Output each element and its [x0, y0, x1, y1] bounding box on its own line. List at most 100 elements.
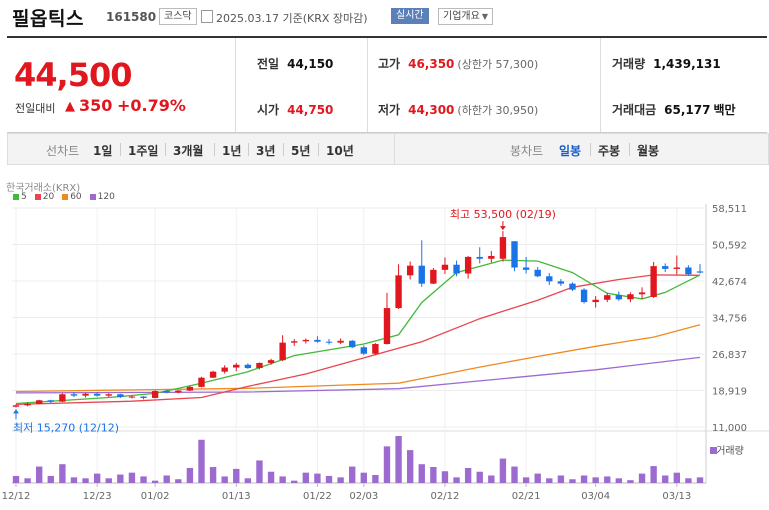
volume-bar: [256, 460, 263, 483]
volume-bar: [209, 467, 217, 483]
tab-1d[interactable]: 1일: [93, 144, 113, 158]
volume-bar: [35, 466, 43, 483]
divider: [590, 143, 591, 156]
tab-10y[interactable]: 10년: [326, 144, 354, 158]
volume-bar: [476, 471, 483, 483]
tab-3y[interactable]: 3년: [256, 144, 276, 158]
candle-body: [430, 269, 437, 284]
divider: [394, 134, 395, 164]
volume-bar: [314, 473, 321, 483]
volume-bar: [592, 477, 599, 483]
divider: [629, 143, 630, 156]
y-tick-label: 26,837: [712, 350, 747, 361]
volume-bar: [233, 468, 240, 483]
candle-body: [163, 391, 170, 393]
candle-body: [128, 396, 136, 398]
data-source: 한국거래소(KRX): [6, 183, 81, 194]
volume-bar: [441, 471, 449, 483]
candle-body: [604, 295, 611, 300]
candle-body: [522, 267, 530, 270]
volume-bar: [175, 479, 182, 483]
prev-close: 전일 44,150: [257, 55, 333, 72]
candle-body: [441, 264, 449, 270]
change-percent: +0.79%: [117, 96, 186, 115]
legend-item-ma60: 60: [62, 192, 82, 202]
candle-body: [546, 276, 553, 282]
legend-swatch: [62, 194, 69, 200]
legend-label: 60: [70, 192, 82, 202]
volume-bar: [291, 480, 298, 483]
volume-bar: [638, 473, 646, 483]
volume-bar: [151, 480, 159, 483]
tab-daily[interactable]: 일봉: [559, 144, 582, 158]
candle-body: [395, 275, 402, 309]
candle-body: [47, 400, 54, 402]
volume-label: 거래량: [612, 57, 646, 71]
candle-body: [650, 266, 657, 298]
tab-3m[interactable]: 3개월: [173, 144, 204, 158]
candle-body: [557, 281, 565, 284]
candle-body: [372, 344, 379, 354]
amount-value: 65,177: [664, 103, 711, 117]
candle-body: [615, 295, 623, 300]
candle-body: [93, 393, 101, 396]
amount-label: 거래대금: [612, 103, 657, 117]
tab-weekly[interactable]: 주봉: [598, 144, 621, 158]
divider: [120, 143, 121, 156]
candle-body: [406, 265, 414, 276]
x-tick-label: 02/12: [431, 491, 460, 502]
stock-header: 필옵틱스 161580 코스닥 2025.03.17 기준(KRX 장마감) 실…: [0, 0, 769, 34]
volume-bar: [93, 473, 101, 483]
volume-bar: [383, 446, 391, 483]
volume-bar: [82, 478, 89, 483]
candle-body: [209, 371, 217, 378]
price-summary: 44,500 전일대비 ▲ 350 +0.79% 전일 44,150 시가 44,7…: [7, 36, 767, 133]
current-price: 44,500: [14, 56, 132, 94]
stock-code: 161580: [106, 10, 157, 24]
candle-body: [418, 265, 425, 284]
volume-bar: [325, 475, 333, 483]
candle-body: [383, 308, 391, 345]
realtime-button[interactable]: 실시간: [391, 8, 429, 24]
market-badge: 코스닥: [159, 8, 197, 25]
volume-bar: [302, 472, 310, 483]
open-price: 시가 44,750: [257, 101, 333, 118]
candle-body: [24, 403, 31, 406]
lower-limit: (하한가 30,950): [457, 104, 539, 117]
tab-1w[interactable]: 1주일: [128, 144, 159, 158]
volume-value: 1,439,131: [653, 57, 721, 71]
y-tick-label: 11,000: [712, 423, 747, 434]
x-tick-label: 01/02: [141, 491, 170, 502]
volume-bar: [522, 477, 530, 483]
ma60-line: [15, 324, 701, 393]
candle-body: [592, 299, 599, 303]
volume-bar: [163, 475, 170, 483]
volume-bar: [395, 436, 402, 483]
candle-body: [233, 364, 240, 368]
company-info-button[interactable]: 기업개요 ▼: [438, 8, 493, 25]
divider: [367, 38, 368, 132]
candle-body: [35, 400, 43, 404]
candle-body: [186, 386, 194, 391]
candle-body: [151, 391, 159, 398]
x-tick-label: 03/13: [662, 491, 691, 502]
y-tick-label: 42,674: [712, 277, 747, 288]
legend-swatch: [34, 194, 41, 200]
tab-monthly[interactable]: 월봉: [637, 144, 660, 158]
ma-legend: 5 20 60 120: [13, 192, 115, 202]
volume-bar: [372, 475, 379, 483]
tab-5y[interactable]: 5년: [291, 144, 311, 158]
candle-body: [256, 362, 263, 368]
volume-bar: [70, 477, 78, 483]
volume-bar: [105, 478, 112, 483]
candle-body: [511, 241, 518, 268]
candle-body: [685, 267, 692, 275]
volume-bar: [662, 475, 669, 483]
up-arrow-icon: ▲: [65, 99, 75, 114]
legend-label: 5: [21, 192, 27, 202]
open-value: 44,750: [287, 103, 334, 117]
candle-body: [59, 394, 66, 402]
tab-1y[interactable]: 1년: [222, 144, 242, 158]
upper-limit: (상한가 57,300): [457, 58, 539, 71]
divider: [214, 143, 215, 156]
